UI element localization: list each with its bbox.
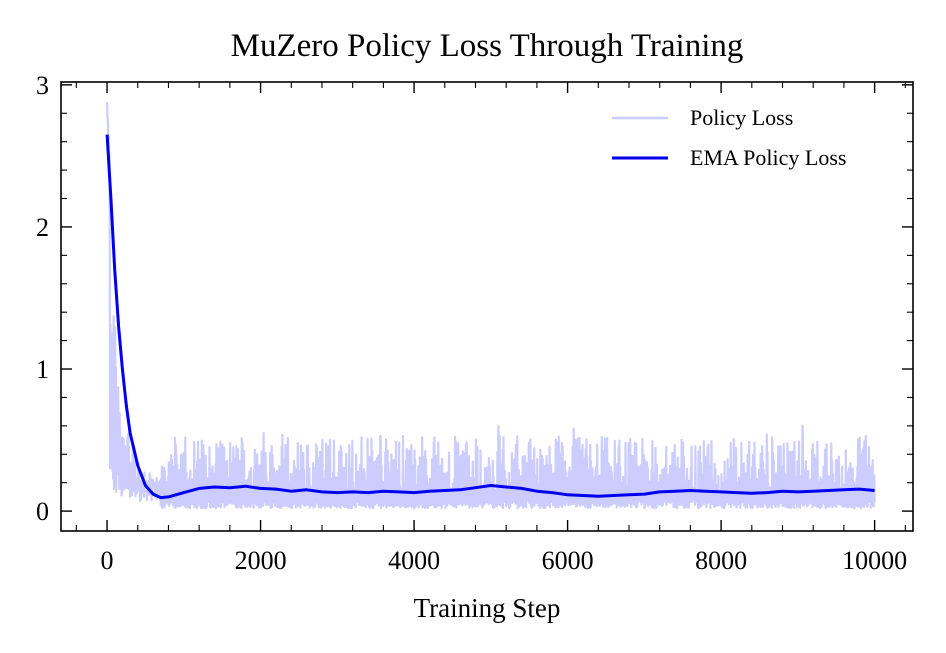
x-tick-label: 10000 xyxy=(842,546,907,575)
x-tick-label: 8000 xyxy=(695,546,747,575)
axes: 0 2000 4000 6000 8000 10000 0 1 2 3 xyxy=(36,71,914,575)
legend: Policy Loss EMA Policy Loss xyxy=(612,105,846,170)
y-tick-label: 1 xyxy=(36,355,49,384)
y-tick-label: 2 xyxy=(36,213,49,242)
legend-label: EMA Policy Loss xyxy=(690,145,846,170)
x-tick-label: 4000 xyxy=(388,546,440,575)
y-tick-label: 0 xyxy=(36,497,49,526)
x-tick-label: 0 xyxy=(101,546,114,575)
axes-frame xyxy=(60,81,914,532)
x-axis-label: Training Step xyxy=(414,593,561,623)
series-ema-policy-loss-line xyxy=(105,134,875,500)
legend-label: Policy Loss xyxy=(690,105,793,130)
plot-area xyxy=(105,101,876,510)
x-tick-label: 6000 xyxy=(542,546,594,575)
y-tick-label: 3 xyxy=(36,71,49,100)
chart-title: MuZero Policy Loss Through Training xyxy=(231,28,744,64)
x-tick-label: 2000 xyxy=(235,546,287,575)
